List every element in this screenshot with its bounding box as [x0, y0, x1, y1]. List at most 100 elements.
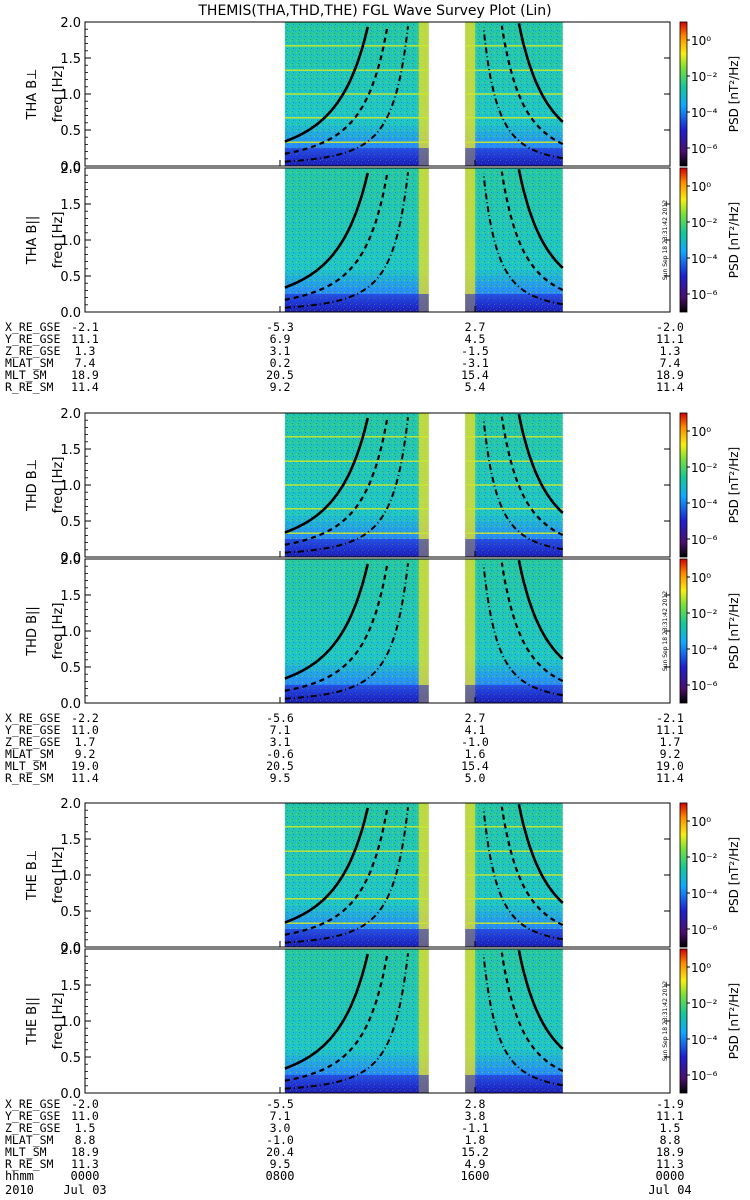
gyrofrequency-curve-dashed-outbound — [500, 416, 564, 536]
gyrofrequency-curve-dashdot-outbound — [482, 808, 563, 941]
ephemeris-value: -2.1 — [71, 320, 99, 334]
ephemeris-value: 11.4 — [656, 771, 684, 785]
ephemeris-value: 2.7 — [465, 320, 486, 334]
y-axis-label: freq [Hz] — [51, 66, 66, 123]
gyrofrequency-curve-solid-outbound — [517, 169, 564, 269]
colorbar-tick-label: 10⁻² — [691, 216, 718, 230]
ephemeris-value: 20.4 — [266, 1145, 294, 1159]
ephemeris-value: 11.3 — [656, 1157, 684, 1171]
low-frequency-band — [284, 685, 429, 703]
y-tick-label: 1.5 — [60, 198, 81, 213]
y-tick-label: 0.5 — [60, 661, 81, 676]
colorbar-tick-label: 10⁰ — [691, 34, 711, 48]
panel-label: THD B|| — [25, 606, 40, 657]
colorbar-label: PSD [nT²/Hz] — [727, 56, 741, 132]
colorbar-tick-label: 10⁻⁴ — [691, 887, 718, 901]
colorbar-tick-label: 10⁻⁶ — [691, 1069, 718, 1083]
y-tick-label: 1.5 — [60, 979, 81, 994]
y-axis-label: freq [Hz] — [51, 847, 66, 904]
ephemeris-value: 6.9 — [270, 332, 291, 346]
ephemeris-table-0: X_RE_GSE -2.1 -5.3 2.7 -2.0 Y_RE_GSE 11.1 6.9 4.… — [5, 320, 684, 394]
y-tick-label: 0.0 — [60, 306, 81, 321]
y-tick-label: 2.0 — [60, 162, 81, 177]
spectrogram-panel-5: 0.0 0.5 1.0 1.5 2.0 freq [Hz] THE B|| 10⁰ 10⁻² 10… — [25, 943, 741, 1102]
date-end-label: Jul 04 — [648, 1183, 691, 1197]
ephemeris-value: 2.8 — [465, 1097, 486, 1111]
ephemeris-value: 18.9 — [71, 1145, 99, 1159]
gyrofrequency-curve-dashed-inbound — [284, 27, 389, 155]
gyrofrequency-curve-dashdot-outbound — [482, 27, 563, 160]
low-frequency-band — [465, 294, 563, 312]
colorbar-label: PSD [nT²/Hz] — [727, 593, 741, 669]
ephemeris-value: 19.0 — [71, 759, 99, 773]
colorbar-tick-label: 10⁻⁴ — [691, 643, 718, 657]
ephemeris-value: 15.4 — [461, 759, 489, 773]
ephemeris-row-label: Z_RE_GSE — [5, 735, 60, 749]
ephemeris-value: 4.9 — [465, 1157, 486, 1171]
creation-stamp: Sun Sep 18 23:31:42 2012 — [662, 981, 669, 1061]
ephemeris-value: 18.9 — [71, 368, 99, 382]
y-tick-label: 0.5 — [60, 905, 81, 920]
ephemeris-value: 1.6 — [465, 747, 486, 761]
gyrofrequency-curve-dashdot-inbound — [284, 26, 409, 163]
ephemeris-value: 11.3 — [71, 1157, 99, 1171]
colorbar-tick-label: 10⁻⁴ — [691, 106, 718, 120]
ephemeris-row-label: Z_RE_GSE — [5, 344, 60, 358]
ephemeris-value: 3.0 — [270, 1121, 291, 1135]
gyrofrequency-curve-dashed-inbound — [284, 173, 389, 301]
spectrogram-edge-band — [465, 168, 476, 312]
colorbar-tick-label: 10⁻² — [691, 461, 718, 475]
y-axis-label: freq [Hz] — [51, 993, 66, 1050]
spectrogram-panel-4: 0.0 0.5 1.0 1.5 2.0 freq [Hz] THE B⊥ 10⁰ 10⁻² 10⁻… — [25, 797, 741, 956]
creation-stamp: Sun Sep 18 23:31:42 2012 — [662, 591, 669, 671]
gyrofrequency-curve-solid-inbound — [284, 953, 370, 1070]
creation-stamp: Sun Sep 18 23:31:42 2012 — [662, 200, 669, 280]
colorbar-tick-label: 10⁻² — [691, 851, 718, 865]
colorbar-tick-label: 10⁻² — [691, 997, 718, 1011]
ephemeris-value: 11.1 — [656, 723, 684, 737]
colorbar-tick-label: 10⁻⁴ — [691, 252, 718, 266]
colorbar-tick-label: 10⁻⁶ — [691, 288, 718, 302]
ephemeris-value: 1.7 — [660, 735, 681, 749]
y-tick-label: 2.0 — [60, 16, 81, 31]
ephemeris-value: 11.4 — [71, 380, 99, 394]
spectrogram-edge-band — [418, 559, 429, 703]
hhmm-tick-0: 0000 — [71, 1169, 100, 1183]
ephemeris-row-label: X_RE_GSE — [5, 711, 60, 725]
colorbar-tick-label: 10⁻⁶ — [691, 142, 718, 156]
y-tick-label: 0.5 — [60, 270, 81, 285]
ephemeris-value: 1.8 — [465, 1133, 486, 1147]
y-axis-label: freq [Hz] — [51, 457, 66, 514]
ephemeris-value: -1.9 — [656, 1097, 684, 1111]
y-tick-label: 0.0 — [60, 1087, 81, 1102]
ephemeris-value: 7.1 — [270, 1109, 291, 1123]
spectrogram-panel-3: 0.0 0.5 1.0 1.5 2.0 freq [Hz] THD B|| 10⁰ 10⁻² 10… — [25, 553, 741, 712]
ephemeris-value: 15.2 — [461, 1145, 489, 1159]
colorbar-tick-label: 10⁻² — [691, 70, 718, 84]
hhmm-tick-3: 0000 — [656, 1169, 685, 1183]
ephemeris-value: -1.0 — [266, 1133, 294, 1147]
ephemeris-table-2: X_RE_GSE -2.0 -5.5 2.8 -1.9Y_RE_GSE 11.0 7.1 3.… — [5, 1097, 684, 1171]
gyrofrequency-curve-solid-outbound — [517, 560, 564, 660]
low-frequency-band — [284, 1075, 429, 1093]
ephemeris-row-label: Y_RE_GSE — [5, 1109, 60, 1123]
panel-label: THE B⊥ — [25, 850, 40, 901]
colorbar-tick-label: 10⁰ — [691, 961, 711, 975]
ephemeris-value: 19.0 — [656, 759, 684, 773]
ephemeris-value: 9.2 — [270, 380, 291, 394]
panel-label: THA B|| — [25, 216, 40, 265]
colorbar-tick-label: 10⁰ — [691, 425, 711, 439]
ephemeris-row-label: R_RE_SM — [5, 1157, 54, 1171]
colorbar-tick-label: 10⁻⁴ — [691, 1033, 718, 1047]
ephemeris-value: 3.8 — [465, 1109, 486, 1123]
gyrofrequency-curve-dashed-outbound — [500, 952, 564, 1072]
figure-title: THEMIS(THA,THD,THE) FGL Wave Survey Plot… — [197, 3, 551, 19]
ephemeris-row-label: R_RE_SM — [5, 771, 54, 785]
panel-label: THA B⊥ — [25, 69, 40, 121]
spectrogram-noise — [465, 559, 563, 703]
ephemeris-value: 11.1 — [656, 1109, 684, 1123]
ephemeris-value: 18.9 — [656, 368, 684, 382]
colorbar — [679, 558, 688, 704]
ephemeris-value: 15.4 — [461, 368, 489, 382]
ephemeris-value: 7.4 — [75, 356, 96, 370]
